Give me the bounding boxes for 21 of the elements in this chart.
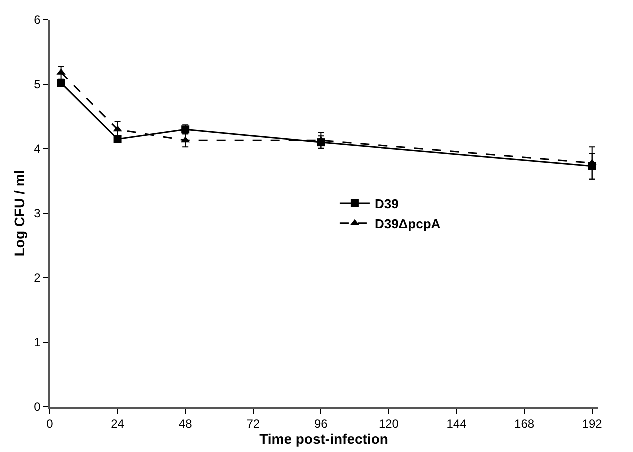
y-tick-label: 2 — [34, 271, 42, 286]
y-tick-label: 6 — [34, 13, 42, 28]
y-tick-label: 3 — [34, 206, 42, 221]
y-tick-label: 0 — [34, 400, 42, 414]
x-tick-label: 48 — [178, 417, 193, 432]
y-tick-label: 4 — [34, 142, 42, 156]
x-tick-label: 120 — [378, 417, 400, 432]
x-tick-label: 144 — [446, 417, 468, 432]
x-tick-label: 24 — [111, 417, 125, 432]
x-tick-label: 96 — [314, 417, 328, 432]
y-axis-title: Log CFU / ml — [11, 170, 28, 257]
x-tick-label: 72 — [246, 417, 260, 432]
y-tick-label: 5 — [34, 78, 42, 92]
y-tick-label: 1 — [34, 336, 42, 350]
x-tick-label: 168 — [514, 417, 535, 432]
x-tick-label: 192 — [582, 417, 603, 432]
x-axis-title: Time post-infection — [260, 431, 388, 448]
legend-label: D39ΔpcpA — [374, 216, 442, 232]
legend-label: D39 — [374, 196, 399, 212]
x-tick-label: 0 — [46, 417, 54, 432]
point — [57, 79, 66, 88]
